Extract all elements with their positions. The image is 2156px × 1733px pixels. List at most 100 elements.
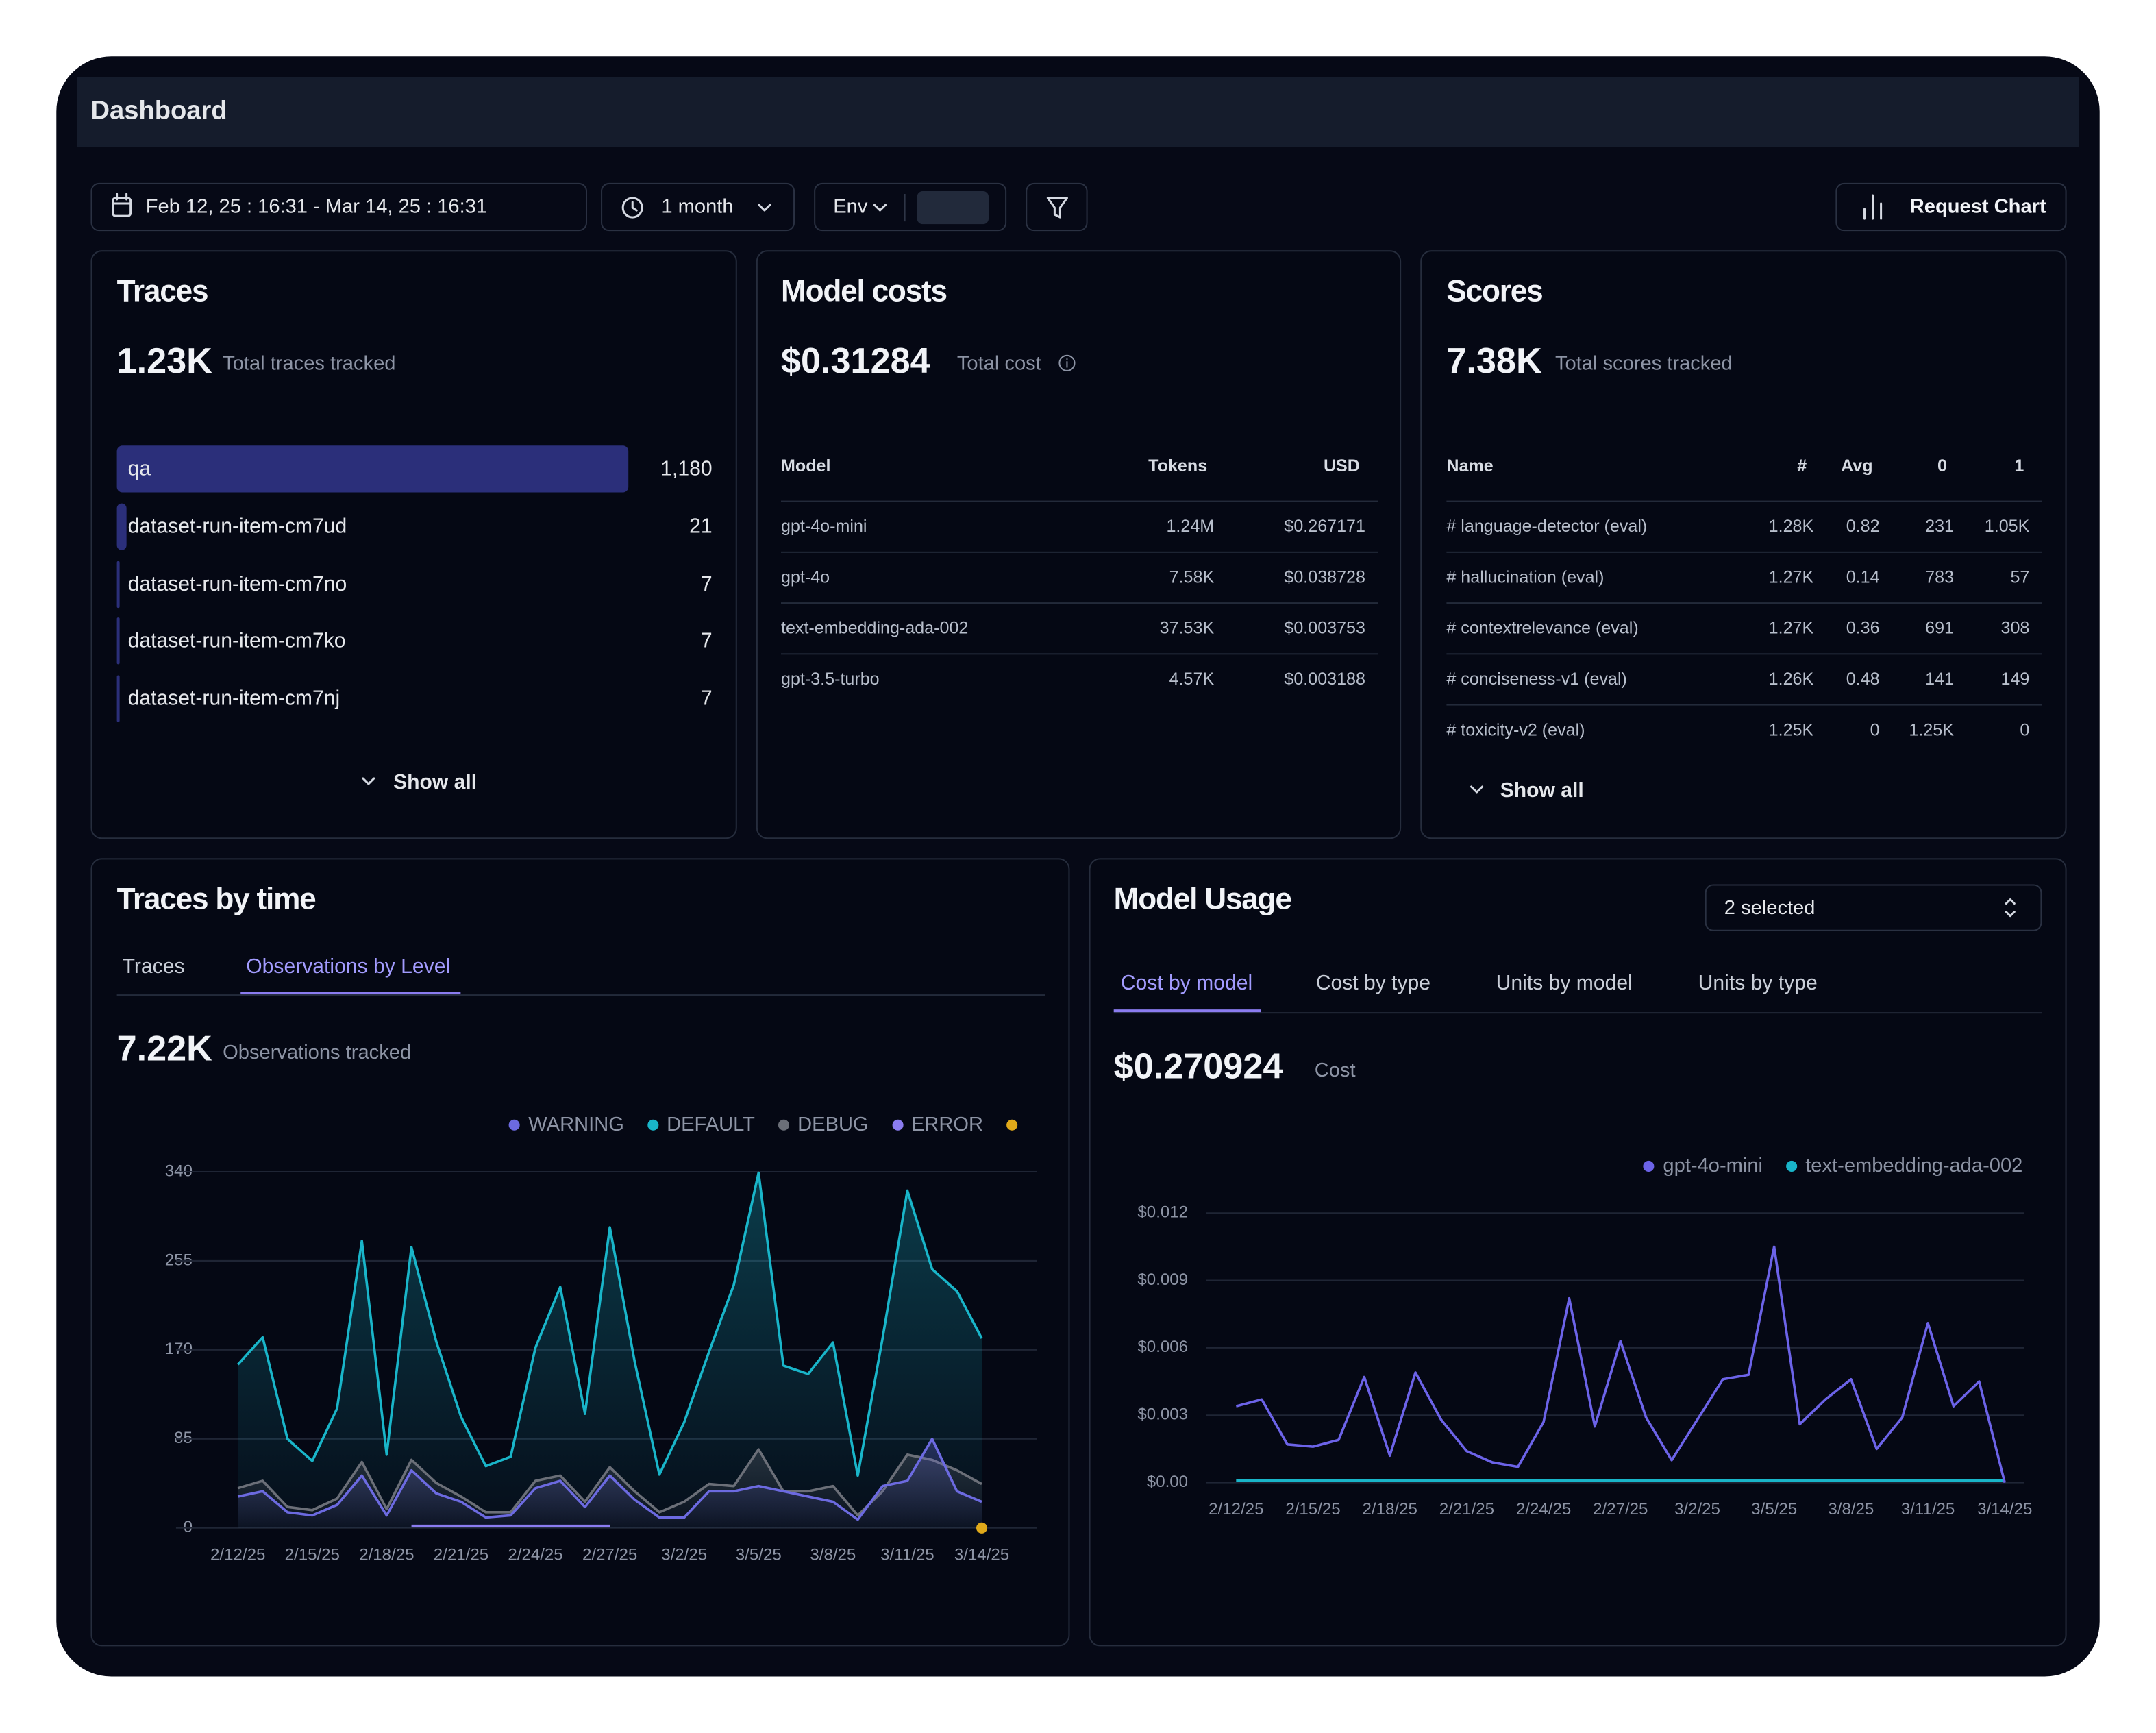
table-cell: 0 — [1870, 720, 1880, 740]
row-count: 7 — [700, 629, 713, 653]
x-tick-label: 2/24/25 — [508, 1545, 562, 1564]
table-cell: 1.25K — [1768, 720, 1814, 740]
table-cell: text-embedding-ada-002 — [780, 618, 969, 638]
period-button[interactable] — [601, 182, 795, 232]
tab[interactable]: Cost by type — [1315, 971, 1431, 996]
info-icon — [1058, 354, 1076, 371]
table-cell: 0.82 — [1846, 517, 1880, 537]
table-cell: 1.05K — [1984, 517, 2030, 537]
x-tick-label: 3/14/25 — [954, 1545, 1009, 1564]
table-cell: 231 — [1925, 517, 1954, 537]
legend-swatch — [1006, 1119, 1018, 1131]
x-tick-label: 3/14/25 — [1977, 1500, 2032, 1519]
tab[interactable]: Traces — [122, 955, 185, 979]
env-button[interactable] — [814, 182, 1007, 232]
table-cell: 4.57K — [1169, 669, 1215, 689]
filter-button[interactable] — [1026, 182, 1088, 232]
row-divider — [1446, 500, 2042, 502]
legend-label: gpt-4o-mini — [1663, 1155, 1763, 1178]
panel-title: Scores — [1446, 273, 1543, 308]
show-all[interactable]: Show all — [393, 770, 478, 795]
clock-icon — [621, 197, 643, 219]
table-cell: 57 — [2010, 567, 2030, 587]
total-label: Total scores tracked — [1554, 353, 1733, 376]
y-tick-label: 340 — [165, 1162, 193, 1180]
table-cell: 149 — [2000, 669, 2030, 689]
x-tick-label: 2/21/25 — [1439, 1500, 1494, 1519]
model-select[interactable] — [1705, 884, 2042, 931]
table-cell: 0.48 — [1846, 669, 1880, 689]
env-label: Env — [833, 196, 868, 219]
y-tick-label: 85 — [174, 1429, 193, 1447]
legend-swatch — [891, 1119, 903, 1131]
table-cell: 691 — [1925, 618, 1954, 638]
legend-item: WARNING — [509, 1114, 624, 1136]
x-tick-label: 3/5/25 — [736, 1545, 782, 1564]
legend-swatch — [778, 1119, 790, 1131]
row-count: 7 — [700, 572, 713, 597]
bar — [116, 675, 121, 722]
table-cell: 783 — [1925, 567, 1954, 587]
tab-underline — [1113, 1009, 1261, 1013]
x-tick-label: 2/12/25 — [1209, 1500, 1263, 1519]
y-tick-label: $0.012 — [1137, 1203, 1188, 1222]
area — [238, 1172, 982, 1528]
row-divider — [1446, 653, 2042, 655]
table-header: Tokens — [1148, 456, 1208, 476]
tab-active[interactable]: Cost by model — [1120, 971, 1253, 996]
bar — [116, 445, 629, 493]
tab-underline — [240, 992, 461, 995]
row-count: 21 — [689, 515, 713, 539]
total: $0.31284 — [780, 339, 930, 381]
table-cell: 141 — [1925, 669, 1954, 689]
date-range-button[interactable] — [90, 182, 587, 232]
tab[interactable]: Units by type — [1698, 971, 1818, 996]
table-cell: # language-detector (eval) — [1446, 517, 1648, 537]
table-header: Avg — [1841, 456, 1873, 476]
table-cell: 1.27K — [1768, 567, 1814, 587]
request-chart-button[interactable] — [1835, 182, 2067, 232]
panel — [90, 250, 737, 839]
legend: gpt-4o-mini text-embedding-ada-002 — [1644, 1155, 2022, 1177]
legend-item: ERROR — [891, 1114, 983, 1136]
area — [238, 1438, 982, 1528]
total: 1.23K — [116, 339, 212, 381]
table-cell: # conciseness-v1 (eval) — [1446, 669, 1627, 689]
tab[interactable]: Units by model — [1496, 971, 1633, 996]
table-header: 1 — [2014, 456, 2024, 476]
table-cell: 1.26K — [1768, 669, 1814, 689]
x-tick-label: 3/2/25 — [1674, 1500, 1720, 1519]
x-tick-label: 3/2/25 — [661, 1545, 707, 1564]
row-name: dataset-run-item-cm7no — [127, 572, 347, 597]
table-cell: 1.27K — [1768, 618, 1814, 638]
x-tick-label: 2/21/25 — [434, 1545, 488, 1564]
legend-swatch — [647, 1119, 659, 1131]
x-tick-label: 2/18/25 — [359, 1545, 414, 1564]
table-cell: $0.038728 — [1284, 567, 1365, 587]
tab-active[interactable]: Observations by Level — [246, 955, 451, 979]
x-tick-label: 2/15/25 — [285, 1545, 340, 1564]
table-cell: $0.267171 — [1284, 517, 1365, 537]
legend-swatch — [509, 1119, 521, 1131]
row-divider — [1113, 1012, 2042, 1014]
select-value: 2 selected — [1724, 898, 1816, 920]
row-divider — [780, 653, 1378, 655]
table-header: Model — [780, 456, 831, 476]
y-tick-label: $0.003 — [1137, 1405, 1188, 1424]
request-chart: Request Chart — [1909, 196, 2046, 219]
y-tick-label: 255 — [165, 1251, 193, 1269]
x-tick-label: 3/5/25 — [1751, 1500, 1797, 1519]
total: $0.270924 — [1113, 1045, 1283, 1087]
x-tick-label: 2/15/25 — [1285, 1500, 1340, 1519]
row-divider — [116, 994, 1045, 996]
line — [1235, 1245, 2006, 1484]
row-divider — [1446, 704, 2042, 706]
chevron-down — [1470, 785, 1484, 794]
table-cell: gpt-4o — [780, 567, 830, 587]
show-all[interactable]: Show all — [1500, 778, 1584, 803]
table-cell: gpt-4o-mini — [780, 517, 867, 537]
legend-item: gpt-4o-mini — [1644, 1155, 1763, 1177]
row-divider — [780, 602, 1378, 604]
table-cell: $0.003188 — [1284, 669, 1365, 689]
table-cell: gpt-3.5-turbo — [780, 669, 880, 689]
